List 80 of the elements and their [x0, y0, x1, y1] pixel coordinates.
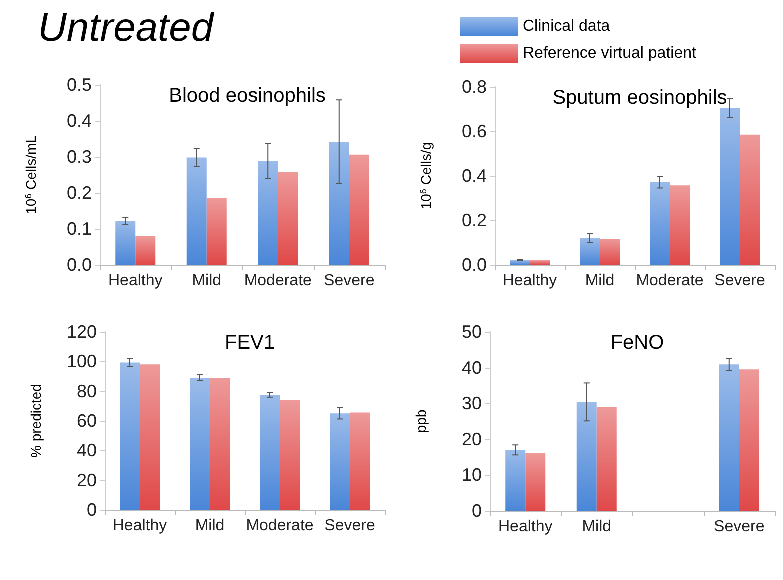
bar — [600, 238, 620, 265]
bar — [206, 198, 227, 265]
bar — [720, 108, 740, 265]
bar — [740, 134, 760, 265]
y-tick-label: 0 — [472, 501, 482, 521]
bar — [280, 400, 300, 510]
y-axis-title: 106 Cells/g — [418, 142, 434, 210]
bar — [349, 154, 370, 265]
y-tick-label: 60 — [76, 411, 97, 431]
x-tick-label: Mild — [585, 272, 615, 290]
y-tick-label: 50 — [462, 322, 482, 342]
bar — [530, 260, 550, 265]
x-tick-label: Healthy — [108, 272, 163, 290]
bar — [329, 142, 350, 265]
y-tick-label: 0.6 — [462, 122, 487, 142]
y-axis-title: 106 Cells/mL — [23, 135, 39, 214]
y-tick-label: 10 — [462, 465, 482, 486]
bar — [650, 182, 670, 265]
bar — [278, 172, 298, 265]
y-axis-title: ppb — [413, 410, 429, 434]
y-tick-label: 80 — [76, 381, 97, 402]
chart-title: FEV1 — [224, 332, 276, 354]
bar — [140, 364, 160, 510]
y-tick-label: 0.1 — [66, 219, 92, 239]
bar — [510, 260, 530, 265]
bar — [596, 407, 617, 511]
y-tick-label: 40 — [462, 358, 482, 378]
bar — [576, 402, 597, 511]
y-axis-title: % predicted — [28, 384, 44, 458]
x-tick-label: Severe — [714, 272, 766, 290]
y-tick-label: 0.2 — [66, 183, 92, 203]
x-tick-label: Moderate — [246, 518, 314, 534]
bar — [120, 362, 140, 510]
bar — [186, 158, 207, 265]
chart-title: Blood eosinophils — [169, 85, 326, 107]
chart-title: FeNO — [610, 332, 664, 354]
bar — [190, 378, 210, 510]
x-tick-label: Mild — [192, 272, 222, 290]
chart-title: Sputum eosinophils — [552, 87, 728, 109]
y-tick-label: 20 — [76, 470, 97, 490]
bar — [330, 414, 350, 510]
y-tick-label: 100 — [66, 352, 97, 372]
bar — [739, 370, 760, 511]
bar — [506, 450, 526, 511]
bar — [210, 378, 230, 510]
y-tick-label: 0.2 — [462, 210, 487, 230]
x-tick-label: Moderate — [636, 272, 704, 290]
bar — [258, 161, 278, 265]
y-tick-label: 0.4 — [462, 166, 487, 186]
y-tick-label: 0.8 — [462, 77, 487, 97]
y-tick-label: 20 — [462, 429, 482, 450]
y-tick-label: 0 — [86, 500, 97, 520]
bar — [719, 364, 740, 511]
bar — [116, 221, 136, 265]
x-tick-label: Healthy — [498, 518, 553, 536]
bar — [350, 412, 370, 510]
y-tick-label: 0.4 — [66, 111, 92, 131]
bar — [580, 238, 600, 265]
text: Untreated — [38, 6, 214, 51]
bar — [670, 186, 690, 265]
x-tick-label: Severe — [714, 518, 765, 536]
y-tick-label: 0.0 — [66, 255, 92, 275]
y-tick-label: 120 — [66, 322, 97, 342]
x-tick-label: Healthy — [112, 518, 168, 534]
bar — [526, 453, 546, 511]
y-tick-label: 30 — [462, 394, 482, 414]
x-tick-label: Mild — [195, 518, 225, 534]
x-tick-label: Healthy — [502, 272, 558, 290]
x-tick-label: Severe — [324, 518, 376, 534]
y-tick-label: 0.3 — [66, 147, 92, 167]
x-tick-label: Severe — [324, 272, 375, 290]
bar — [260, 395, 280, 510]
y-tick-label: 0.0 — [462, 255, 487, 275]
bar — [136, 236, 156, 265]
y-tick-label: 0.5 — [66, 75, 92, 95]
legend-label: Clinical data — [523, 18, 610, 35]
x-tick-label: Mild — [582, 518, 612, 536]
legend-label: Reference virtual patient — [523, 45, 697, 62]
y-tick-label: 40 — [76, 440, 97, 461]
x-tick-label: Moderate — [244, 272, 312, 290]
